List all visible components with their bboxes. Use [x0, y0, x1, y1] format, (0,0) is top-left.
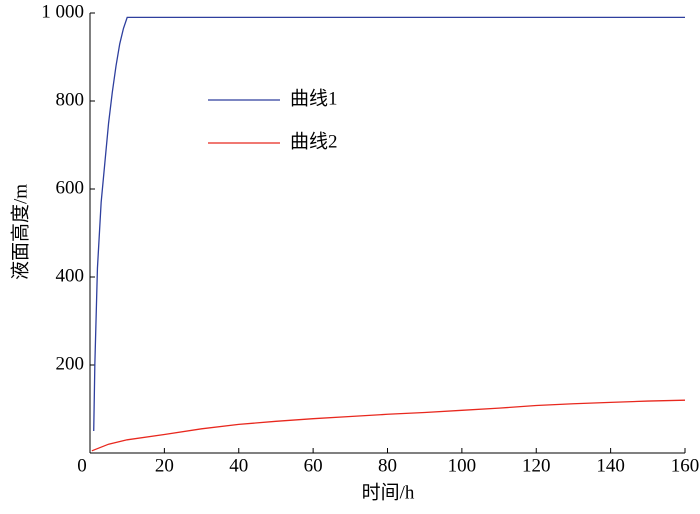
y-tick-label: 1 000: [41, 1, 84, 22]
x-tick-label: 60: [304, 455, 323, 476]
x-tick-label: 100: [448, 455, 477, 476]
x-tick-label: 40: [229, 455, 248, 476]
line-series: [93, 16, 685, 432]
y-tick-label: 200: [56, 353, 85, 374]
y-tick-label: 800: [56, 89, 85, 110]
y-axis-label: 液面高度/m: [9, 184, 31, 280]
legend-label: 曲线1: [290, 87, 338, 109]
y-tick-label: 400: [56, 265, 85, 286]
x-tick-label: 140: [596, 455, 625, 476]
x-tick-label: 80: [378, 455, 397, 476]
x-tick-label: 0: [77, 455, 87, 476]
x-tick-label: 120: [522, 455, 551, 476]
y-tick-label: 600: [56, 177, 85, 198]
x-tick-label: 160: [671, 455, 700, 476]
x-tick-label: 20: [155, 455, 174, 476]
line-series: [91, 399, 686, 452]
legend-label: 曲线2: [290, 130, 338, 152]
x-axis-label: 时间/h: [362, 481, 415, 503]
